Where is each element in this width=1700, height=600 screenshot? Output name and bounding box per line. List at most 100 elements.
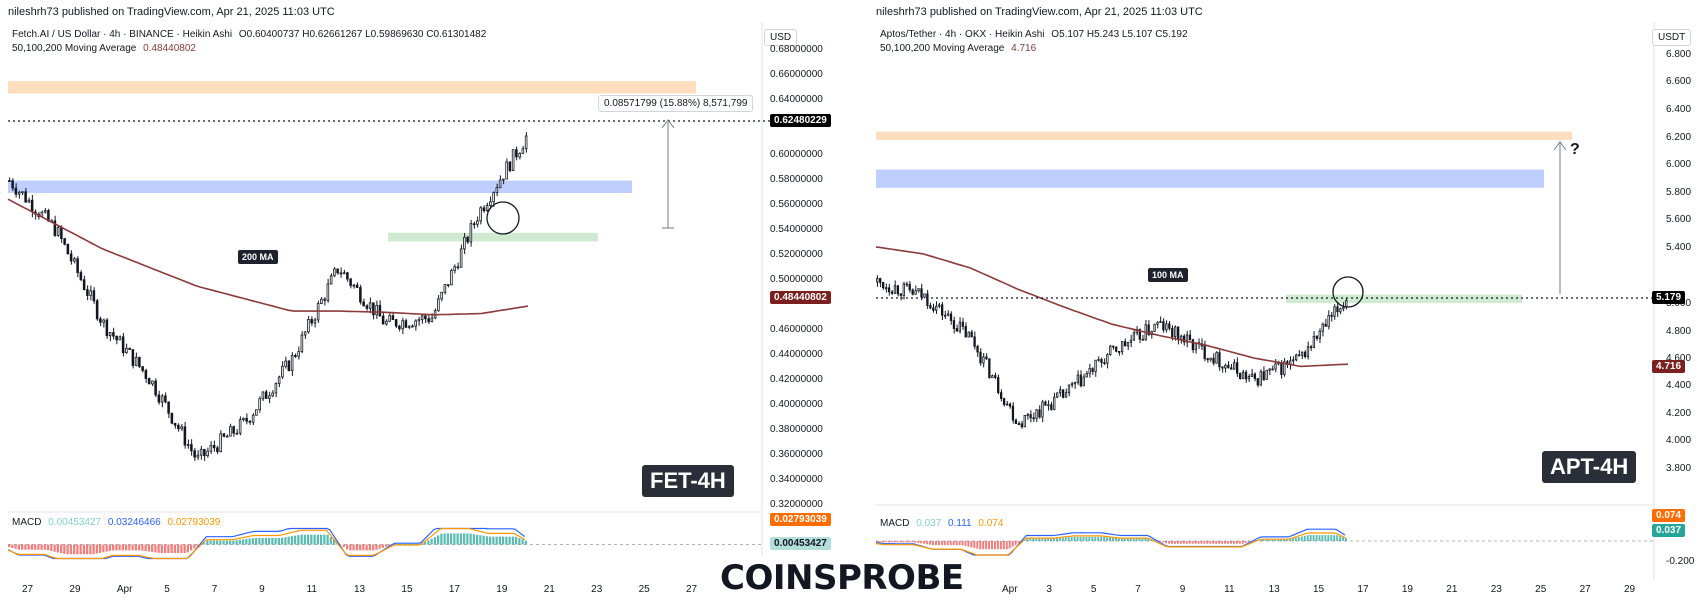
macd-hist-bar bbox=[996, 541, 999, 550]
candle bbox=[1038, 409, 1041, 418]
candle bbox=[160, 395, 164, 403]
candle bbox=[485, 205, 489, 212]
x-tick-label: 21 bbox=[543, 584, 555, 595]
symbol-name[interactable]: Fetch.AI / US Dollar · 4h · BINANCE · He… bbox=[12, 29, 233, 40]
macd-hist-bar bbox=[297, 535, 300, 545]
candle bbox=[929, 305, 932, 309]
candle bbox=[905, 283, 908, 286]
symbol-name[interactable]: Aptos/Tether · 4h · OKX · Heikin Ashi bbox=[880, 29, 1045, 40]
candle bbox=[144, 370, 148, 379]
y-tick-label: 0.36000000 bbox=[770, 449, 823, 460]
candle bbox=[1159, 321, 1162, 323]
candle bbox=[303, 331, 307, 336]
candle bbox=[999, 392, 1003, 399]
candle bbox=[1235, 362, 1239, 374]
macd-hist-bar bbox=[881, 541, 884, 543]
macd-hist-bar bbox=[943, 541, 946, 546]
candle bbox=[209, 445, 213, 452]
candle bbox=[1076, 374, 1080, 384]
candle bbox=[1061, 389, 1065, 398]
macd-hist-bar bbox=[1265, 538, 1268, 541]
macd-hist-bar bbox=[929, 541, 932, 545]
currency-button[interactable]: USDT bbox=[1652, 29, 1692, 46]
x-tick-label: 15 bbox=[401, 584, 413, 595]
macd-hist-bar bbox=[1188, 541, 1191, 544]
macd-hist-bar bbox=[368, 544, 371, 551]
y-tick-label: 6.600 bbox=[1666, 76, 1692, 87]
macd-hist-bar bbox=[515, 536, 518, 545]
candle bbox=[368, 302, 372, 309]
candle bbox=[385, 320, 388, 325]
macd-hist-bar bbox=[1017, 541, 1020, 544]
candle bbox=[222, 433, 226, 437]
candle bbox=[1171, 327, 1174, 338]
macd-hist-bar bbox=[95, 544, 98, 554]
candle bbox=[1324, 323, 1327, 327]
candle bbox=[372, 302, 375, 316]
candle bbox=[495, 187, 499, 194]
currency-button[interactable]: USD bbox=[764, 29, 798, 46]
macd-legend: MACD 0.00453427 0.03246466 0.02793039 bbox=[12, 517, 220, 528]
macd-hist-bar bbox=[186, 544, 189, 553]
macd-hist-bar bbox=[177, 544, 180, 554]
x-tick-label: 17 bbox=[448, 584, 460, 595]
chart-panel-apt[interactable]: nileshrh73 published on TradingView.com,… bbox=[868, 0, 1700, 600]
candle bbox=[339, 272, 343, 275]
candle bbox=[1103, 362, 1106, 364]
y-tick-label: 0.58000000 bbox=[770, 174, 823, 185]
macd-hist-bar bbox=[985, 541, 988, 550]
macd-hist-bar bbox=[232, 540, 235, 545]
candle bbox=[1336, 306, 1339, 313]
macd-hist-tag: 0.037 bbox=[1652, 524, 1686, 537]
candle bbox=[1262, 371, 1265, 380]
ohlc-values: O0.60400737 H0.62661267 L0.59869630 C0.6… bbox=[238, 29, 487, 40]
macd-hist-bar bbox=[378, 544, 381, 549]
macd-hist-bar bbox=[1215, 541, 1218, 544]
macd-hist-bar bbox=[37, 544, 40, 550]
macd-hist-bar bbox=[1035, 538, 1038, 541]
macd-hist-bar bbox=[401, 543, 404, 545]
macd-hist-bar bbox=[112, 544, 115, 551]
macd-hist-bar bbox=[1176, 541, 1179, 544]
candle bbox=[281, 365, 284, 378]
candle bbox=[1162, 321, 1165, 331]
macd-hist-bar bbox=[961, 541, 964, 546]
macd-hist-bar bbox=[427, 540, 430, 545]
candle bbox=[1309, 346, 1313, 349]
candle bbox=[997, 377, 1000, 394]
macd-hist-bar bbox=[11, 544, 14, 548]
candle bbox=[287, 360, 291, 372]
candle bbox=[914, 290, 917, 295]
macd-hist-bar bbox=[935, 541, 937, 546]
macd-hist-bar bbox=[1002, 541, 1005, 550]
candle bbox=[1050, 404, 1053, 410]
candle bbox=[1209, 357, 1212, 361]
candle bbox=[1023, 415, 1026, 428]
fet-chart-svg[interactable] bbox=[0, 0, 838, 600]
candle bbox=[1147, 324, 1150, 336]
macd-hist-bar bbox=[69, 544, 72, 555]
candle bbox=[1342, 306, 1345, 310]
ma-legend-label[interactable]: 50,100,200 Moving Average bbox=[12, 43, 137, 54]
candle bbox=[1053, 396, 1056, 410]
candle bbox=[949, 313, 953, 321]
macd-hist-bar bbox=[73, 544, 76, 555]
macd-hist-bar bbox=[43, 544, 46, 550]
candle bbox=[876, 278, 879, 283]
macd-hist-bar bbox=[183, 544, 186, 554]
macd-line-value: 0.03246466 bbox=[107, 517, 161, 528]
apt-chart-svg[interactable] bbox=[868, 0, 1700, 600]
candle bbox=[264, 391, 268, 399]
candle bbox=[1333, 306, 1336, 317]
macd-hist-bar bbox=[1241, 541, 1244, 544]
candle bbox=[459, 248, 463, 268]
macd-hist-bar bbox=[994, 541, 996, 550]
green-zone bbox=[1286, 294, 1522, 304]
ma-legend-label[interactable]: 50,100,200 Moving Average bbox=[880, 43, 1005, 54]
macd-label[interactable]: MACD bbox=[880, 518, 910, 529]
macd-hist-bar bbox=[1103, 537, 1106, 541]
macd-hist-bar bbox=[242, 539, 245, 545]
chart-panel-fet[interactable]: nileshrh73 published on TradingView.com,… bbox=[0, 0, 838, 600]
macd-label[interactable]: MACD bbox=[12, 517, 42, 528]
breakout-circle bbox=[486, 201, 520, 235]
